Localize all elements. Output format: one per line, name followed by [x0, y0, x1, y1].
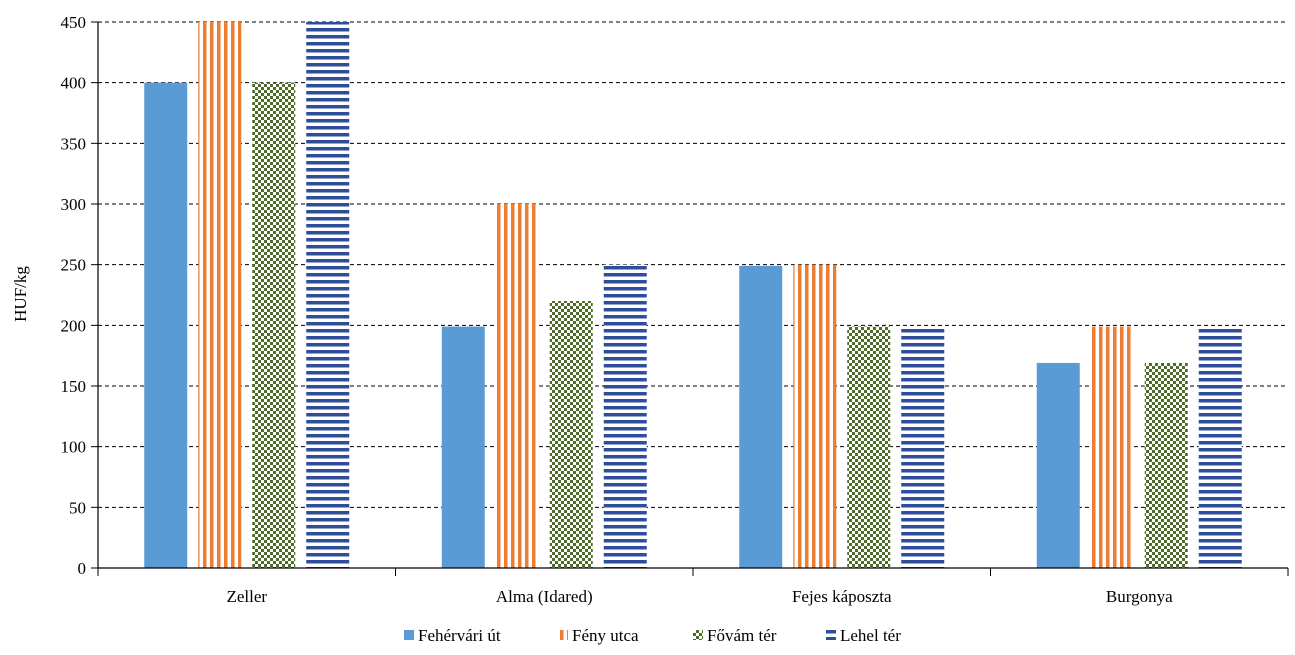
bar	[739, 265, 783, 568]
y-tick-label: 350	[61, 134, 87, 153]
bar	[1198, 326, 1242, 568]
x-category-label: Burgonya	[1106, 587, 1173, 606]
y-tick-label: 150	[61, 377, 87, 396]
y-tick-label: 0	[78, 559, 87, 578]
y-tick-label: 450	[61, 13, 87, 32]
legend-label: Fehérvári út	[418, 626, 501, 645]
legend-swatch	[404, 630, 414, 640]
bar	[847, 326, 891, 568]
legend-label: Lehel tér	[840, 626, 901, 645]
bar	[1144, 362, 1188, 568]
bar	[252, 82, 296, 569]
y-axis-title: HUF/kg	[11, 266, 30, 322]
bar	[901, 326, 945, 568]
bars	[144, 22, 1242, 569]
x-category-label: Fejes káposzta	[792, 587, 892, 606]
x-category-label: Alma (Idared)	[496, 587, 593, 606]
y-tick-label: 200	[61, 316, 87, 335]
bar	[441, 326, 485, 568]
bar	[1036, 362, 1080, 568]
axes	[91, 21, 1289, 576]
y-tick-label: 400	[61, 74, 87, 93]
bar	[793, 264, 837, 568]
legend-label: Fény utca	[572, 626, 639, 645]
legend-label: Fővám tér	[707, 626, 777, 645]
gridlines	[98, 21, 1288, 508]
axis-labels: 0 50 100 150 200 250 300 350 400 450 Zeller Alma (I…	[61, 13, 1174, 606]
y-tick-label: 100	[61, 438, 87, 457]
bar	[495, 204, 539, 568]
legend: Fehérvári út Fény utca Fővám tér Lehel tér	[404, 626, 901, 645]
bar	[603, 264, 647, 568]
y-tick-label: 50	[69, 498, 86, 517]
legend-swatch	[693, 630, 703, 640]
y-tick-label: 250	[61, 256, 87, 275]
bar	[306, 22, 350, 568]
bar	[144, 82, 188, 569]
bar	[198, 22, 242, 568]
bar	[549, 301, 593, 568]
bar	[1090, 326, 1134, 568]
legend-swatch	[826, 630, 836, 640]
x-category-label: Zeller	[226, 587, 267, 606]
legend-swatch	[558, 630, 568, 640]
y-tick-label: 300	[61, 195, 87, 214]
